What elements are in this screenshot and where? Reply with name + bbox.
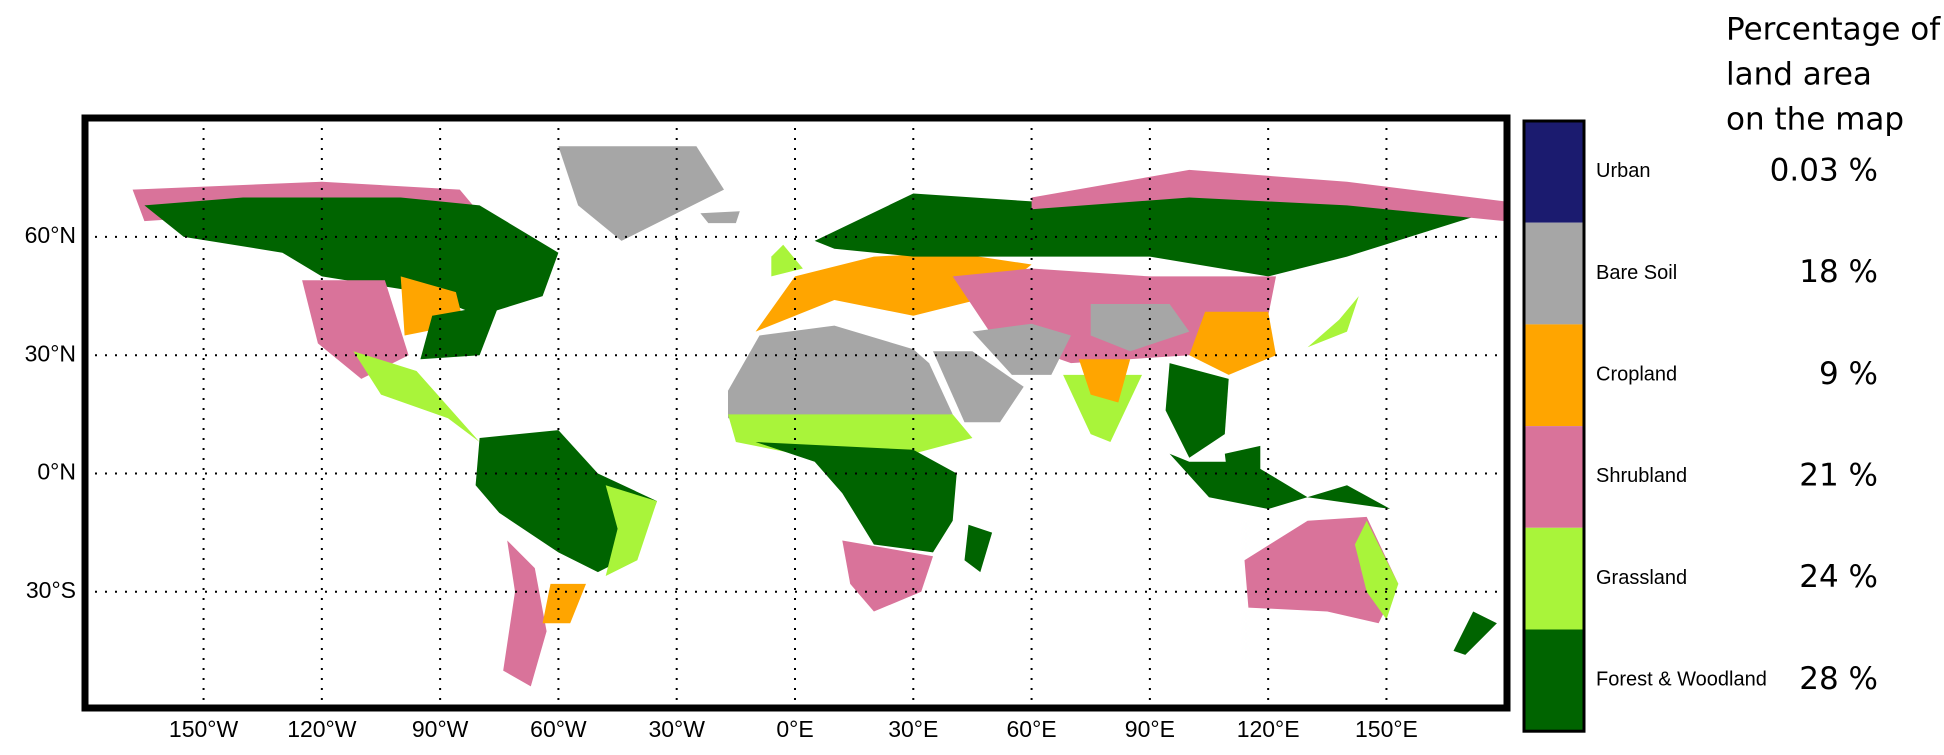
legend-swatch — [1524, 121, 1584, 223]
legend-percent: 28 % — [1799, 661, 1878, 697]
legend: Urban 0.03 % Bare Soil 18 % Cropland 9 % Shrub… — [1522, 12, 1941, 733]
graticule — [85, 118, 1507, 708]
lat-label: 30°N — [25, 340, 76, 366]
land-patch — [1063, 374, 1142, 442]
land-cover — [132, 146, 1505, 687]
lon-label: 90°W — [412, 716, 469, 742]
land-patch — [964, 524, 993, 573]
land-patch — [558, 146, 724, 241]
lon-label: 30°E — [888, 716, 938, 742]
land-patch — [1307, 296, 1359, 348]
legend-swatch — [1524, 324, 1584, 427]
land-patch — [1189, 311, 1276, 375]
land-patch — [1169, 453, 1391, 509]
land-patch — [1090, 304, 1190, 352]
lon-label: 150°E — [1355, 716, 1418, 742]
lon-label: 120°E — [1237, 716, 1300, 742]
legend-percent: 9 % — [1819, 356, 1878, 392]
land-patch — [144, 197, 559, 316]
land-patch — [972, 323, 1071, 375]
land-patch — [700, 211, 740, 224]
map-frame — [81, 114, 1511, 712]
legend-percent: 24 % — [1799, 559, 1878, 595]
legend-percent: 21 % — [1799, 457, 1878, 493]
lon-label: 30°W — [648, 716, 705, 742]
land-patch — [771, 244, 803, 277]
lat-label: 60°N — [25, 222, 76, 248]
land-patch — [475, 430, 657, 573]
lon-label: 90°E — [1125, 716, 1175, 742]
legend-frame — [1522, 119, 1586, 733]
land-patch — [842, 540, 933, 612]
legend-swatch — [1524, 426, 1584, 528]
legend-swatch — [1524, 222, 1584, 325]
lon-label: 150°W — [169, 716, 239, 742]
legend-percent: 18 % — [1799, 254, 1878, 290]
legend-label: Shrubland — [1596, 465, 1687, 487]
lon-label: 60°W — [530, 716, 587, 742]
legend-label: Urban — [1596, 160, 1650, 182]
land-patch — [1078, 359, 1131, 403]
legend-title: land area — [1726, 57, 1872, 93]
land-patch — [1224, 445, 1261, 486]
legend-label: Bare Soil — [1596, 262, 1677, 284]
land-patch — [1165, 363, 1229, 458]
legend-title: on the map — [1726, 102, 1904, 138]
lon-label: 120°W — [287, 716, 357, 742]
legend-percent: 0.03 % — [1770, 152, 1878, 188]
legend-title: Percentage of — [1726, 12, 1941, 48]
land-patch — [755, 252, 1032, 332]
land-patch — [1453, 611, 1497, 655]
legend-label: Forest & Woodland — [1596, 669, 1767, 691]
axis-labels: 150°W 120°W 90°W 60°W 30°W 0°E 30°E 60°E 90°E 120… — [25, 222, 1418, 742]
legend-label: Cropland — [1596, 364, 1677, 386]
land-patch — [933, 351, 1024, 423]
land-patch — [605, 485, 657, 576]
land-patch — [542, 583, 586, 624]
lon-label: 60°E — [1007, 716, 1057, 742]
legend-label: Grassland — [1596, 567, 1687, 589]
land-patch — [353, 351, 480, 442]
land-patch — [814, 185, 1485, 277]
legend-swatch — [1524, 527, 1584, 630]
legend-swatch — [1524, 629, 1584, 732]
land-patch — [755, 442, 957, 553]
land-patch — [302, 280, 409, 379]
land-patch — [1354, 520, 1399, 620]
lat-label: 0°N — [37, 459, 76, 485]
lat-label: 30°S — [26, 577, 76, 603]
lon-label: 0°E — [776, 716, 813, 742]
land-patch — [503, 540, 547, 687]
land-patch — [728, 325, 953, 419]
land-patch — [420, 304, 500, 360]
